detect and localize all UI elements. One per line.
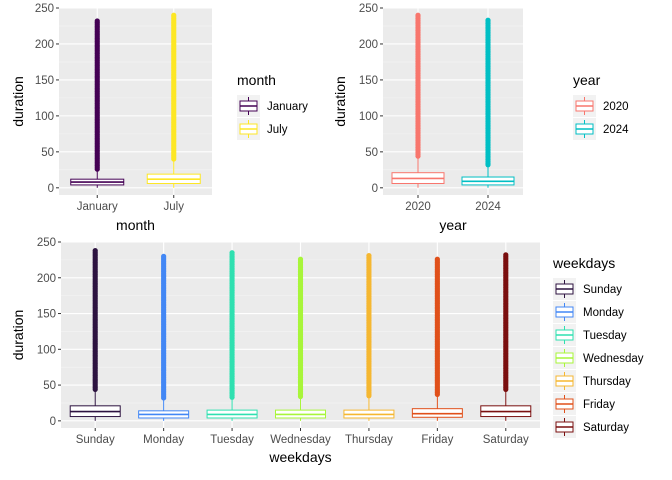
legend-title: year [573,72,601,88]
legend-title: weekdays [552,255,615,271]
legend-label: 2020 [603,101,629,113]
outlier-point [171,12,177,18]
y-axis-title: duration [10,76,26,127]
chart-panel-month: 0 50 100 150 200 250 January July month duration m… [10,3,308,233]
x-tick-label: 2020 [405,201,431,213]
x-tick-label: Wednesday [270,434,331,446]
legend-label: Saturday [583,422,629,434]
y-tick-label: 50 [43,380,56,392]
plot-panel [59,8,212,195]
box-Sunday [69,247,121,421]
x-axis-title: weekdays [268,449,331,465]
x-tick-label: 2024 [475,201,501,213]
x-tick-label: Friday [421,434,453,446]
y-tick-label: 150 [37,309,56,321]
x-tick-label: Sunday [76,434,115,446]
outlier-point [503,252,509,258]
y-axis-title: duration [10,310,26,361]
y-tick-label: 0 [50,416,56,428]
outlier-point [434,256,440,262]
x-tick-label: Saturday [483,434,529,446]
box-2024 [461,17,515,188]
y-tick-label: 250 [35,3,54,15]
box-2020 [391,12,445,188]
legend-label: Thursday [583,376,631,388]
legend-month: month January July [237,72,308,140]
outlier-point [161,253,167,259]
y-tick-label: 150 [35,75,54,87]
y-tick-label: 250 [37,237,56,249]
y-tick-label: 50 [365,147,378,159]
x-tick-label: Monday [143,434,184,446]
chart-panel-year: 0 50 100 150 200 250 2020 2024 year duration year 2… [332,3,629,233]
legend-label: Tuesday [583,330,627,342]
y-tick-label: 100 [37,344,56,356]
y-tick-label: 200 [37,273,56,285]
legend-label: January [267,101,308,113]
box-Tuesday [206,250,258,421]
outlier-point [485,17,491,23]
legend-label: 2024 [603,124,629,136]
x-tick-label: Tuesday [210,434,254,446]
plot-panel [383,8,523,195]
outlier-point [229,250,235,256]
y-tick-label: 200 [35,39,54,51]
y-tick-label: 100 [35,111,54,123]
y-tick-label: 150 [359,75,378,87]
y-axis-title: duration [332,76,348,127]
x-tick-label: July [164,201,185,213]
outlier-point [92,247,98,254]
y-tick-label: 200 [359,39,378,51]
legend-label: Sunday [583,284,622,296]
legend-title: month [237,72,276,88]
x-axis-title: year [439,217,467,233]
outlier-point [366,252,372,259]
legend-label: Monday [583,307,624,319]
y-tick-label: 250 [359,3,378,15]
box-Thursday [343,252,395,421]
chart-panel-weekdays: 0 50 100 150 200 250 Sunday Monday Tuesday Wednes… [10,237,644,465]
box-July [146,12,201,188]
box-Monday [138,253,190,421]
legend-weekdays: weekdays Sunday Monday Tuesday Wednesday Thur… [552,255,644,438]
y-tick-label: 100 [359,111,378,123]
outlier-point [415,12,421,18]
y-tick-label: 0 [48,183,54,195]
outlier-point [94,18,100,24]
box-January [70,18,125,188]
y-tick-label: 50 [41,147,54,159]
legend-label: July [267,124,288,136]
x-tick-label: Thursday [345,434,393,446]
y-tick-label: 0 [372,183,378,195]
x-axis-title: month [116,217,155,233]
outlier-point [297,256,304,262]
legend-label: Friday [583,399,615,411]
box-Friday [411,256,463,421]
box-Saturday [480,252,532,421]
legend-year: year 2020 2024 [573,72,629,140]
legend-label: Wednesday [583,353,644,365]
x-tick-label: January [77,201,118,213]
box-Wednesday [275,256,326,421]
